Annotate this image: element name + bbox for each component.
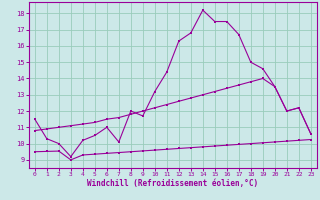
X-axis label: Windchill (Refroidissement éolien,°C): Windchill (Refroidissement éolien,°C) [87,179,258,188]
